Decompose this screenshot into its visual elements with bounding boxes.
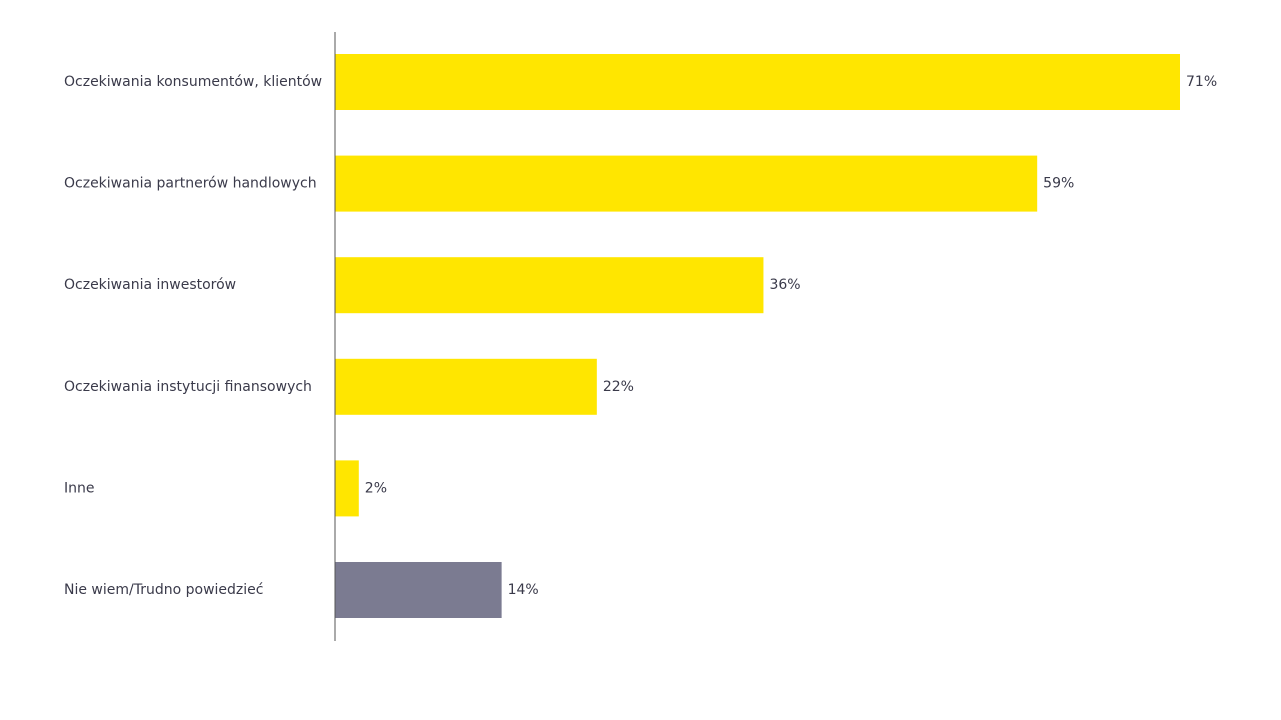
category-label-2: Oczekiwania inwestorów	[64, 277, 236, 293]
value-labels: 71% 59% 36% 22% 2% 14%	[365, 74, 1217, 598]
category-label-5: Nie wiem/Trudno powiedzieć	[64, 582, 263, 598]
bar-5	[335, 562, 502, 618]
value-label-5: 14%	[508, 582, 539, 598]
category-label-1: Oczekiwania partnerów handlowych	[64, 176, 317, 192]
bar-2	[335, 257, 764, 314]
value-label-0: 71%	[1186, 74, 1217, 90]
bar-1	[335, 155, 1038, 212]
bar-0	[335, 54, 1180, 110]
value-label-4: 2%	[365, 480, 387, 496]
value-label-1: 59%	[1043, 176, 1074, 192]
category-label-0: Oczekiwania konsumentów, klientów	[64, 74, 322, 90]
category-labels: Oczekiwania konsumentów, klientów Oczekiw…	[64, 74, 322, 598]
bar-4	[335, 460, 359, 517]
bars-group	[335, 54, 1180, 618]
category-label-4: Inne	[64, 480, 95, 496]
category-label-3: Oczekiwania instytucji finansowych	[64, 379, 312, 395]
bar-3	[335, 358, 597, 415]
value-label-3: 22%	[603, 379, 634, 395]
value-label-2: 36%	[769, 277, 800, 293]
